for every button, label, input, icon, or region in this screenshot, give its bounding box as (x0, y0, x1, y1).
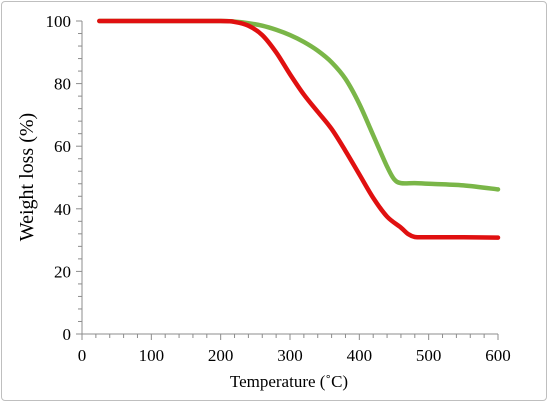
y-axis-title: Weight loss (%) (16, 113, 38, 241)
x-tick-label: 200 (208, 346, 234, 365)
major-ticks (76, 20, 499, 340)
x-tick-label: 400 (347, 346, 373, 365)
minor-ticks (78, 33, 485, 338)
x-axis-title: Temperature (˚C) (230, 372, 348, 391)
series-lines (97, 18, 501, 240)
x-tick-labels: 0 100 200 300 400 500 600 (78, 346, 511, 365)
series-line-1 (97, 18, 501, 240)
y-tick-labels: 0 20 40 60 80 100 (46, 12, 72, 344)
y-tick-label: 80 (54, 75, 71, 94)
y-tick-label: 40 (54, 200, 71, 219)
y-tick-label: 20 (54, 262, 71, 281)
y-tick-label: 0 (63, 325, 72, 344)
x-tick-label: 100 (139, 346, 165, 365)
y-tick-label: 100 (46, 12, 72, 31)
y-tick-label: 60 (54, 137, 71, 156)
x-tick-label: 500 (416, 346, 442, 365)
x-tick-label: 300 (277, 346, 303, 365)
series-line-2 (97, 18, 501, 192)
x-tick-label: 600 (485, 346, 511, 365)
x-tick-label: 0 (78, 346, 87, 365)
